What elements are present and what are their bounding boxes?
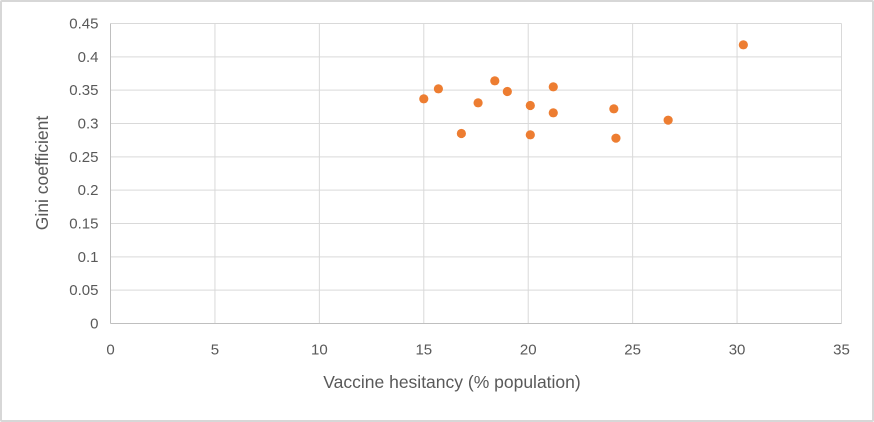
y-tick-label: 0.1 [78, 249, 99, 266]
y-tick-label: 0.45 [69, 16, 98, 33]
x-tick-labels: 0 5 10 15 20 25 30 35 [106, 342, 850, 359]
y-tick-label: 0.25 [69, 149, 98, 166]
x-axis-title: Vaccine hesitancy (% population) [323, 372, 580, 392]
data-point [663, 115, 673, 125]
data-point [525, 130, 535, 140]
x-tick-label: 30 [729, 342, 746, 359]
data-points-series [419, 40, 748, 143]
axis-lines [110, 23, 842, 324]
data-point [738, 40, 748, 50]
y-tick-label: 0 [90, 316, 98, 333]
y-tick-label: 0.15 [69, 216, 98, 233]
data-point [548, 82, 558, 92]
x-tick-label: 35 [833, 342, 850, 359]
gridlines [110, 23, 842, 324]
x-tick-label: 25 [624, 342, 641, 359]
y-tick-label: 0.05 [69, 282, 98, 299]
y-axis-title: Gini coefficient [32, 116, 52, 231]
data-point [419, 94, 429, 104]
data-point [473, 98, 483, 108]
y-tick-label: 0.3 [78, 116, 99, 133]
x-tick-label: 10 [311, 342, 328, 359]
x-tick-label: 15 [415, 342, 432, 359]
data-point [502, 86, 512, 97]
y-tick-labels: 0 0.05 0.1 0.15 0.2 0.25 0.3 0.35 0.4 0.45 [69, 16, 98, 333]
y-tick-label: 0.4 [78, 49, 99, 66]
x-tick-label: 20 [520, 342, 537, 359]
data-point [611, 133, 621, 143]
x-tick-label: 5 [211, 342, 219, 359]
data-point [433, 84, 444, 94]
y-tick-label: 0.2 [78, 182, 99, 199]
data-point [609, 104, 619, 114]
data-point [548, 108, 558, 118]
data-point [490, 76, 500, 86]
data-point [456, 128, 466, 139]
data-point [525, 100, 535, 111]
y-tick-label: 0.35 [69, 82, 98, 99]
x-tick-label: 0 [106, 342, 114, 359]
